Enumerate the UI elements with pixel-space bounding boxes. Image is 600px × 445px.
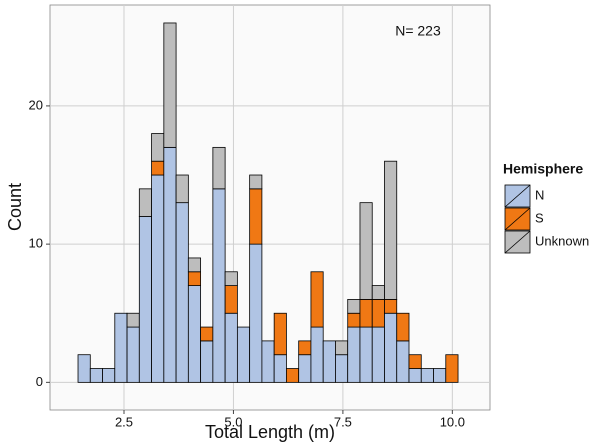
- legend-key-slash: [504, 207, 531, 231]
- y-tick-label: 0: [36, 374, 43, 389]
- y-tick-label: 20: [29, 97, 43, 112]
- bar: [408, 368, 422, 383]
- bar: [151, 133, 165, 162]
- legend-key-slash: [504, 184, 531, 208]
- legend-label: N: [535, 187, 544, 202]
- bar: [126, 326, 140, 383]
- bar: [433, 368, 447, 383]
- bar: [102, 368, 116, 383]
- bar: [224, 312, 238, 383]
- bar: [187, 285, 202, 383]
- bar: [187, 271, 202, 286]
- bar: [335, 354, 349, 383]
- bar: [347, 312, 361, 328]
- x-tick-label: 7.5: [334, 414, 352, 429]
- bars: [77, 22, 459, 383]
- legend-label: Unknown: [535, 233, 589, 248]
- bar: [89, 368, 103, 383]
- bar: [273, 312, 287, 356]
- bar: [224, 271, 238, 286]
- bar: [187, 257, 202, 273]
- bar: [420, 368, 434, 383]
- bar: [138, 188, 152, 217]
- bar: [273, 354, 287, 383]
- legend-title: Hemisphere: [503, 161, 583, 177]
- legend-label: S: [535, 210, 544, 225]
- x-tick-label: 5.0: [224, 414, 242, 429]
- bar: [384, 160, 398, 300]
- x-axis-title: Total Length (m): [205, 422, 335, 442]
- bar: [151, 174, 165, 383]
- bar: [77, 354, 91, 383]
- bar: [408, 354, 422, 369]
- bar: [200, 340, 214, 383]
- bar: [163, 146, 177, 383]
- bar: [261, 340, 275, 383]
- x-tick-label: 10.0: [440, 414, 465, 429]
- bar: [335, 340, 349, 356]
- bar: [114, 312, 128, 383]
- bar: [286, 368, 300, 383]
- bar: [212, 188, 226, 383]
- bar: [212, 146, 226, 190]
- bar: [310, 271, 324, 328]
- bar: [396, 340, 410, 383]
- bar: [175, 174, 189, 204]
- bar: [151, 160, 165, 176]
- ticks: 2.5 5.0 7.5 10.0 0 10 20: [29, 97, 465, 429]
- bar: [384, 299, 398, 314]
- bar: [371, 285, 385, 300]
- bar: [298, 354, 312, 383]
- bar: [322, 340, 336, 383]
- bar: [249, 243, 263, 383]
- bar: [200, 326, 214, 342]
- bar: [236, 326, 251, 383]
- bar: [371, 326, 385, 383]
- bar: [175, 202, 189, 383]
- y-tick-label: 10: [29, 236, 43, 251]
- bar: [298, 340, 312, 356]
- bar: [359, 299, 373, 328]
- bar: [224, 285, 238, 314]
- bar: [347, 299, 361, 314]
- annotation: N= 223: [395, 23, 441, 39]
- legend-key-slash: [504, 230, 531, 254]
- bar: [396, 312, 410, 342]
- bar: [126, 312, 140, 328]
- bar: [347, 326, 361, 383]
- bar: [359, 326, 373, 383]
- bar: [445, 354, 459, 383]
- bar: [249, 174, 263, 190]
- legend: Hemisphere NS Unknown: [503, 161, 589, 254]
- bar: [163, 22, 177, 148]
- bar: [138, 216, 152, 383]
- x-tick-label: 2.5: [115, 414, 133, 429]
- bar: [359, 202, 373, 300]
- bar: [310, 326, 324, 383]
- bar: [371, 299, 385, 328]
- y-axis-title: Count: [5, 183, 25, 231]
- bar: [384, 312, 398, 383]
- bar: [249, 188, 263, 245]
